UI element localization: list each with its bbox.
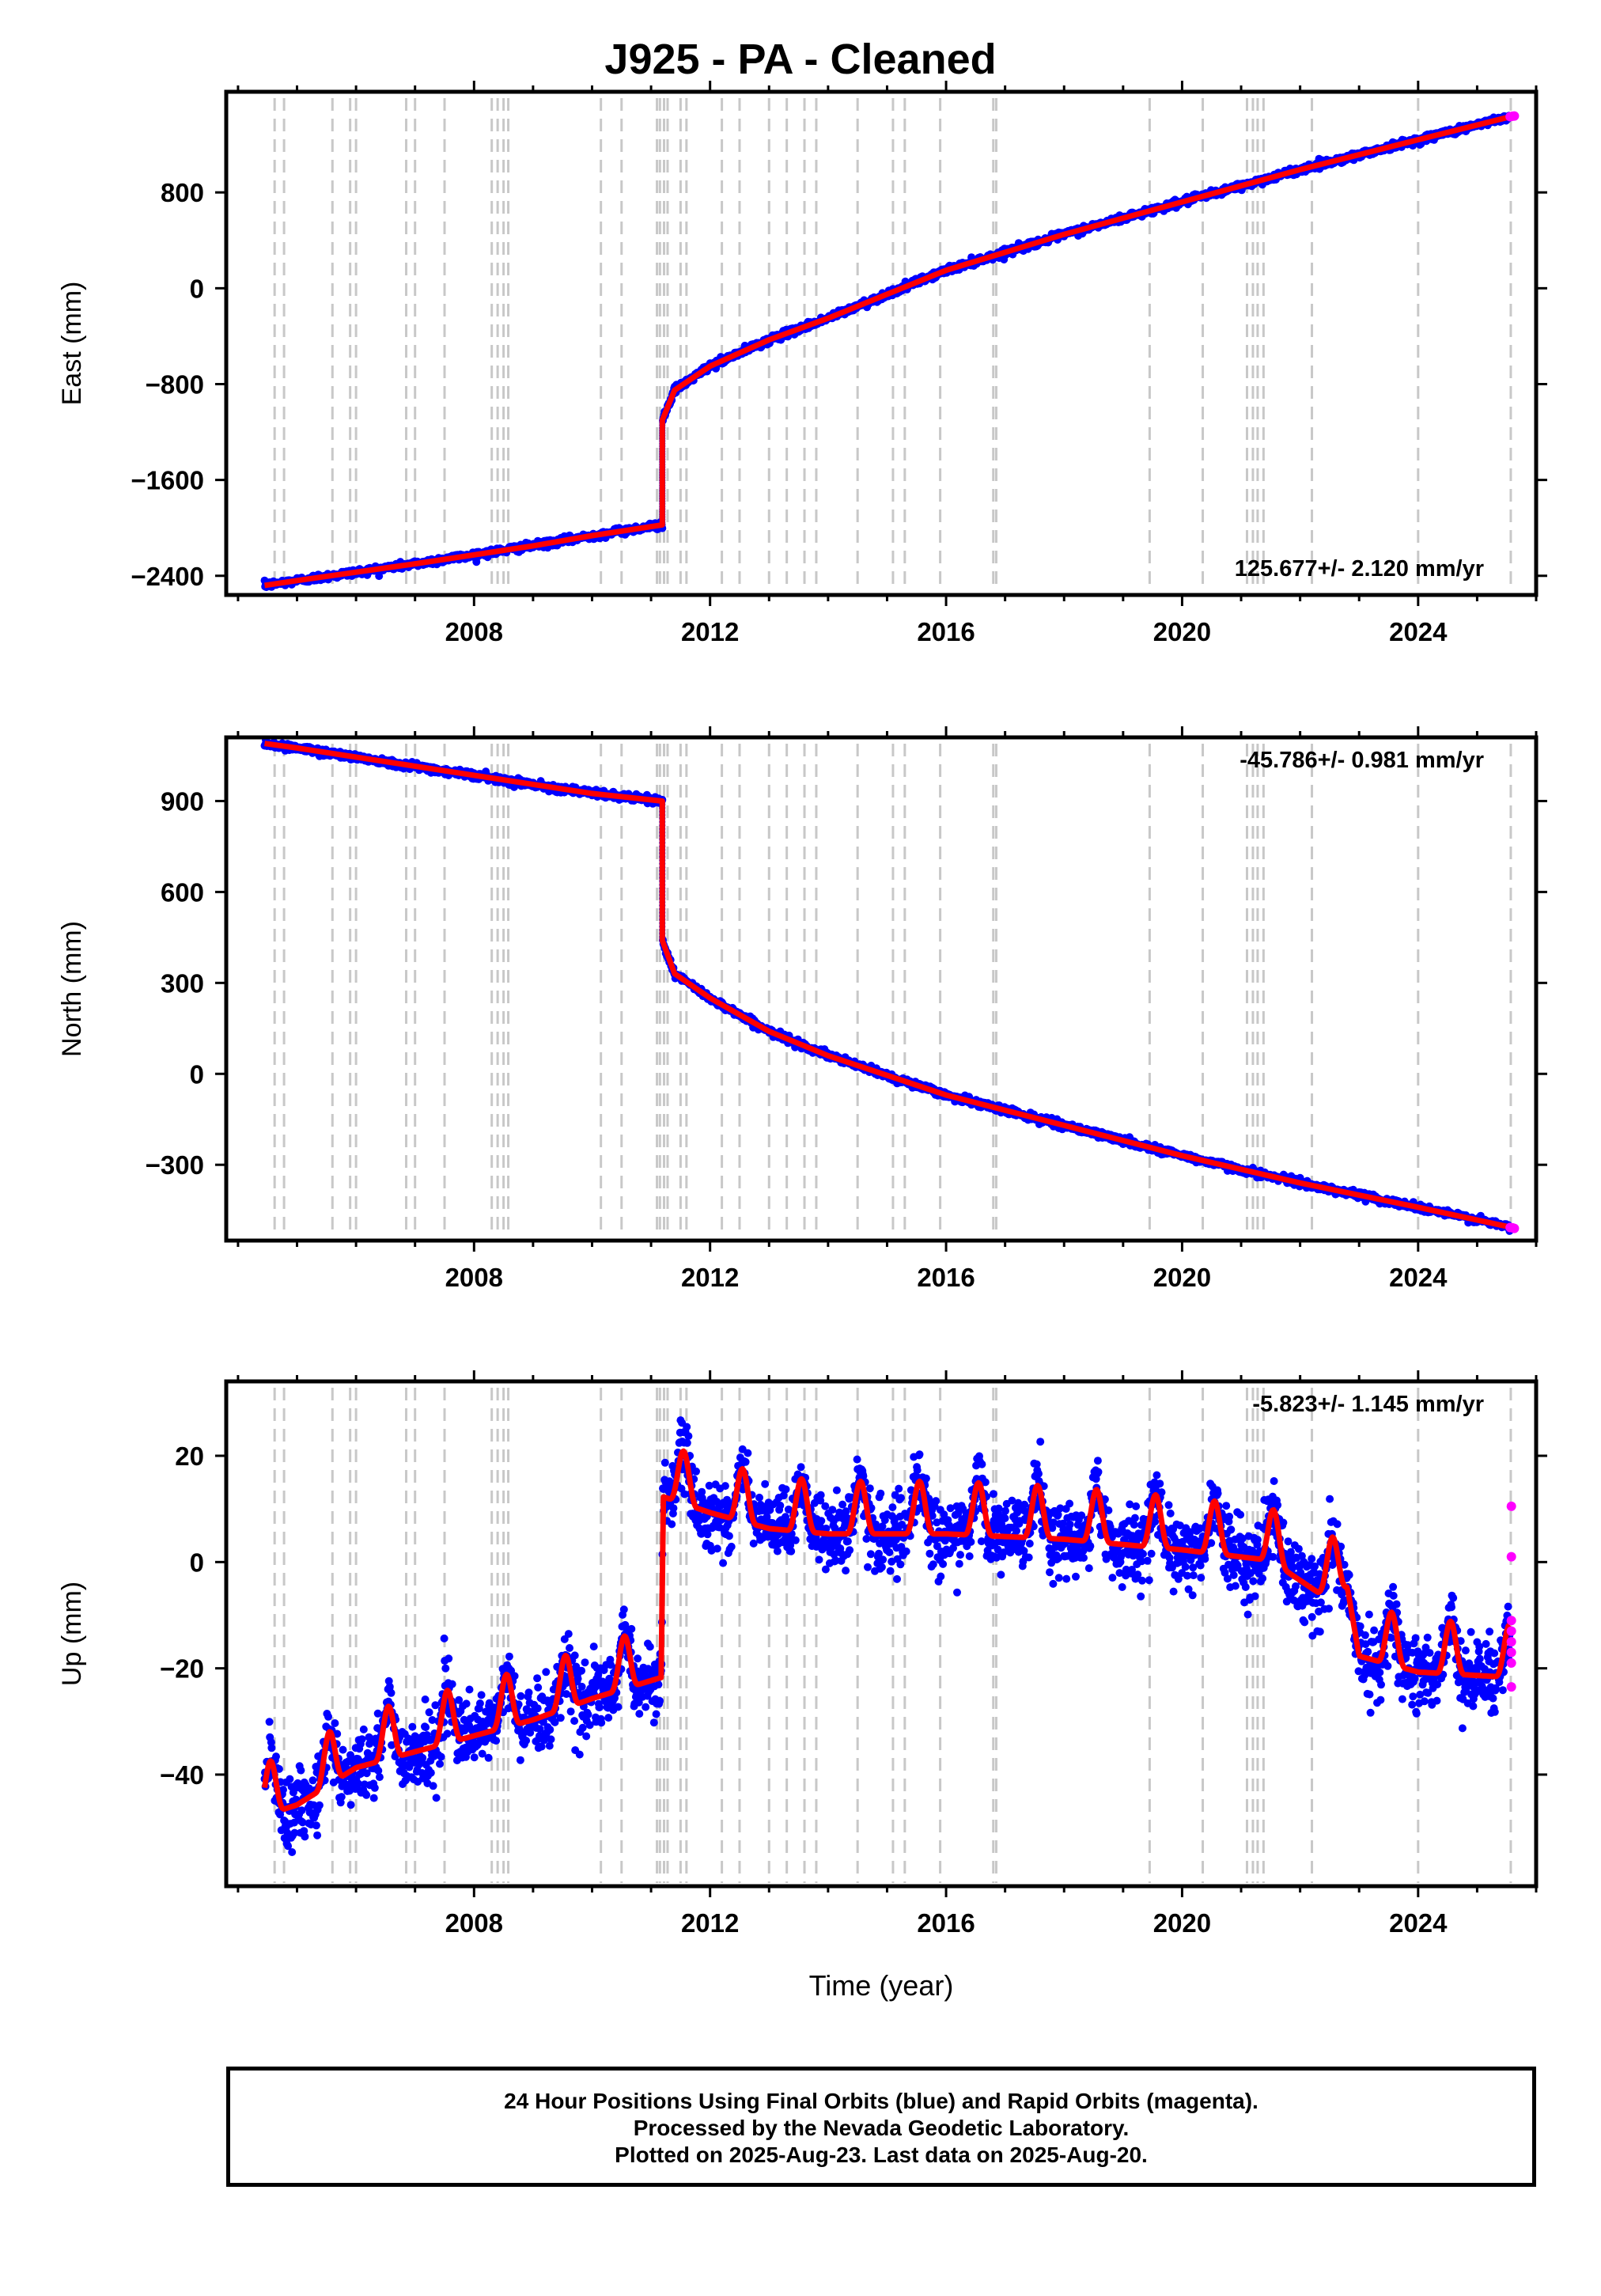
- rapid-point: [1509, 111, 1520, 121]
- data-point: [267, 1744, 276, 1752]
- panel-east: −2400 −1600 −800 0 800 2008 2012 2016 2020 2024 Ea…: [57, 81, 1547, 646]
- x-tick-label: 2008: [445, 1263, 503, 1292]
- data-point: [441, 1664, 450, 1673]
- data-point: [422, 1723, 430, 1732]
- data-point: [297, 1766, 305, 1775]
- data-point: [346, 1801, 355, 1809]
- data-point: [429, 1782, 437, 1790]
- y-tick-label: −2400: [131, 562, 204, 591]
- data-point: [440, 1634, 449, 1642]
- y-tick-label: −800: [146, 369, 204, 399]
- y-tick-label: 0: [190, 274, 204, 303]
- data-point: [286, 1775, 294, 1783]
- data-point: [369, 1794, 378, 1802]
- data-point: [272, 1752, 280, 1761]
- data-point: [331, 1719, 339, 1727]
- data-point: [362, 1790, 371, 1799]
- data-point: [301, 1832, 309, 1841]
- x-tick-label: 2012: [681, 617, 739, 646]
- rapid-orbit-points: [1505, 111, 1520, 122]
- final-orbit-points: [260, 112, 1514, 592]
- x-tick-label: 2016: [917, 1263, 975, 1292]
- data-point: [288, 1848, 297, 1856]
- event-lines: [273, 98, 1512, 592]
- y-tick-label: −1600: [131, 466, 204, 495]
- data-point: [418, 1753, 427, 1762]
- data-point: [408, 1722, 417, 1731]
- y-axis-label: East (mm): [57, 282, 87, 406]
- plot-frame: [224, 89, 1539, 597]
- y-tick-label: 300: [161, 968, 204, 998]
- data-point: [375, 1773, 384, 1782]
- rate-annotation: -45.786+/- 0.981 mm/yr: [1240, 748, 1484, 773]
- data-point: [324, 1712, 332, 1721]
- data-point: [436, 1760, 444, 1768]
- panel-north: −300 0 300 600 900 2008 2012 2016 2020 2024 North …: [57, 726, 1547, 1292]
- rapid-point: [1509, 1223, 1520, 1233]
- x-tick-label: 2024: [1389, 1263, 1448, 1292]
- data-point: [370, 1783, 379, 1792]
- data-point: [432, 1794, 441, 1802]
- data-point: [315, 1801, 324, 1809]
- data-point: [358, 1735, 366, 1744]
- data-point: [339, 1745, 347, 1754]
- x-tick-label: 2024: [1389, 617, 1448, 646]
- data-point: [308, 1776, 317, 1785]
- data-point: [312, 1821, 320, 1830]
- chart-title: J925 - PA - Cleaned: [604, 36, 997, 83]
- model-line: [264, 741, 1511, 1230]
- final-orbit-points: [260, 1416, 1514, 1856]
- x-tick-label: 2012: [681, 1263, 739, 1292]
- data-point: [437, 1752, 445, 1761]
- x-tick-label: 2008: [445, 617, 503, 646]
- x-tick-label: 2020: [1153, 1263, 1211, 1292]
- model-line: [263, 114, 1511, 589]
- y-tick-label: 800: [161, 178, 204, 207]
- y-tick-label: 600: [161, 877, 204, 907]
- x-tick-label: 2016: [917, 617, 975, 646]
- data-point: [421, 1695, 430, 1703]
- data-point: [337, 1793, 346, 1802]
- x-tick-label: 2020: [1153, 617, 1211, 646]
- y-tick-label: 0: [190, 1059, 204, 1089]
- data-point: [443, 1730, 452, 1738]
- data-point: [313, 1831, 322, 1839]
- data-point: [359, 1725, 368, 1733]
- plot-frame: [224, 735, 1539, 1243]
- y-axis-label: North (mm): [57, 921, 87, 1057]
- data-point: [425, 1708, 433, 1717]
- final-orbit-points: [260, 736, 1514, 1235]
- data-point: [387, 1688, 396, 1697]
- rate-annotation: 125.677+/- 2.120 mm/yr: [1235, 556, 1484, 582]
- data-point: [426, 1768, 435, 1777]
- y-tick-label: 900: [161, 786, 204, 816]
- y-tick-label: −300: [146, 1150, 204, 1180]
- event-lines: [273, 744, 1512, 1237]
- chart-area: −2400 −1600 −800 0 800 2008 2012 2016 2020 2024 Ea…: [57, 81, 1547, 2002]
- event-lines: [273, 1388, 1512, 1883]
- data-point: [265, 1718, 274, 1726]
